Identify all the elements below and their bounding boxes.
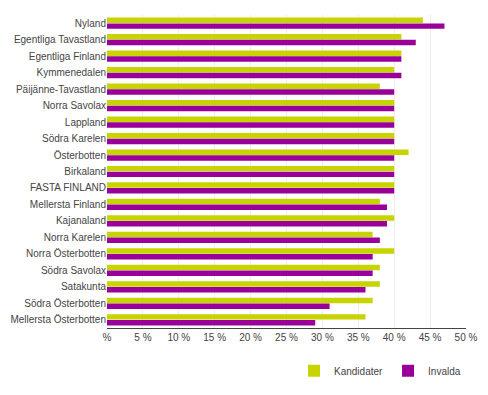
svg-text:Invalda: Invalda xyxy=(428,366,461,377)
svg-text:45 %: 45 % xyxy=(419,332,442,343)
svg-text:Nyland: Nyland xyxy=(75,18,106,29)
svg-text:5 %: 5 % xyxy=(134,332,151,343)
svg-text:Kajanaland: Kajanaland xyxy=(56,215,106,226)
svg-text:35 %: 35 % xyxy=(347,332,370,343)
svg-text:Kymmenedalen: Kymmenedalen xyxy=(37,67,106,78)
svg-text:10 %: 10 % xyxy=(167,332,190,343)
svg-text:30 %: 30 % xyxy=(311,332,334,343)
svg-text:Satakunta: Satakunta xyxy=(61,281,106,292)
svg-text:Mellersta Österbotten: Mellersta Österbotten xyxy=(10,314,106,325)
svg-text:Mellersta Finland: Mellersta Finland xyxy=(30,199,106,210)
svg-text:Birkaland: Birkaland xyxy=(64,166,106,177)
svg-text:Norra Österbotten: Norra Österbotten xyxy=(26,248,106,259)
svg-text:15 %: 15 % xyxy=(203,332,226,343)
svg-text:Egentliga Tavastland: Egentliga Tavastland xyxy=(14,34,106,45)
svg-text:Lappland: Lappland xyxy=(65,117,106,128)
svg-text:Kandidater: Kandidater xyxy=(334,366,383,377)
svg-text:50 %: 50 % xyxy=(455,332,478,343)
svg-text:Egentliga Finland: Egentliga Finland xyxy=(29,51,106,62)
svg-text:Norra Karelen: Norra Karelen xyxy=(44,232,106,243)
svg-text:Södra Savolax: Södra Savolax xyxy=(41,265,106,276)
svg-text:FASTA FINLAND: FASTA FINLAND xyxy=(30,182,106,193)
svg-text:40 %: 40 % xyxy=(383,332,406,343)
svg-text:Päijänne-Tavastland: Päijänne-Tavastland xyxy=(16,84,106,95)
svg-text:25 %: 25 % xyxy=(275,332,298,343)
svg-text:Södra Österbotten: Södra Österbotten xyxy=(24,298,106,309)
svg-text:Norra Savolax: Norra Savolax xyxy=(43,100,106,111)
svg-text:Österbotten: Österbotten xyxy=(54,150,106,161)
svg-text:Södra Karelen: Södra Karelen xyxy=(42,133,106,144)
svg-text:20 %: 20 % xyxy=(239,332,262,343)
svg-text:%: % xyxy=(103,332,112,343)
